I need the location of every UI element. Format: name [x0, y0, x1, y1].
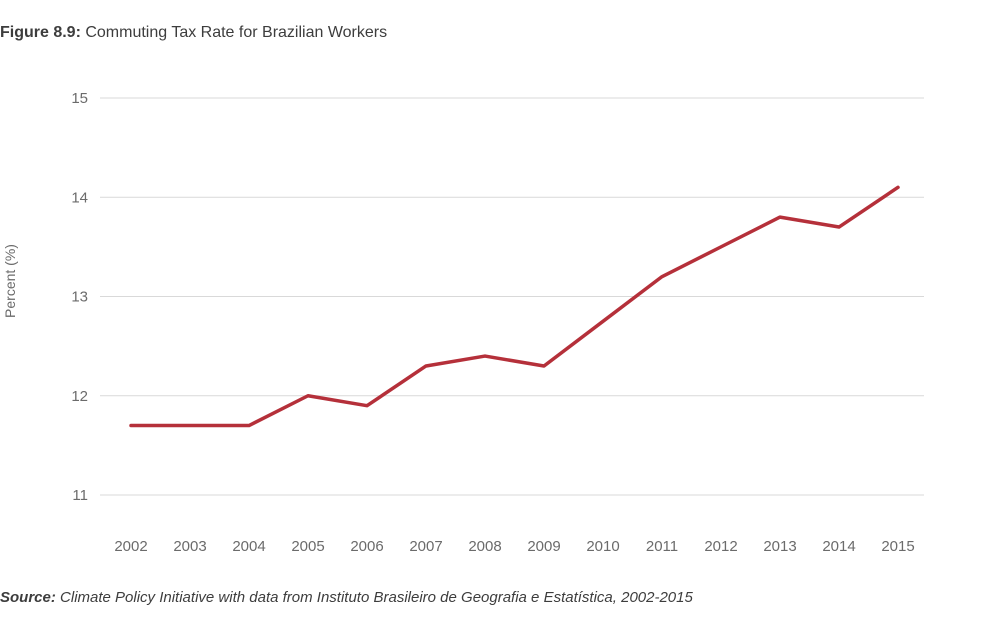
figure-title: Figure 8.9: Commuting Tax Rate for Brazi…	[0, 24, 387, 42]
x-tick-label: 2005	[291, 538, 324, 555]
series-layer	[129, 185, 900, 428]
source-label: Source:	[0, 589, 56, 606]
x-tick-label: 2002	[114, 538, 147, 555]
x-tick-label: 2003	[173, 538, 206, 555]
y-axis-ticks: 11 12 13 14 15	[71, 90, 88, 504]
figure-label: Figure 8.9:	[0, 24, 81, 41]
x-tick-label: 2013	[763, 538, 796, 555]
y-tick-label: 14	[71, 189, 88, 206]
gridlines	[100, 97, 924, 496]
y-tick-label: 13	[71, 289, 88, 306]
x-tick-label: 2014	[822, 538, 855, 555]
y-tick-label: 11	[72, 487, 88, 504]
x-axis-ticks: 2002 2003 2004 2005 2006 2007 2008 2009 2010 2011…	[114, 538, 914, 555]
source-note: Source: Climate Policy Initiative with d…	[0, 589, 693, 606]
y-tick-label: 12	[71, 388, 88, 405]
x-tick-label: 2007	[409, 538, 442, 555]
x-tick-label: 2015	[881, 538, 914, 555]
x-tick-label: 2011	[646, 538, 678, 555]
source-text: Climate Policy Initiative with data from…	[55, 589, 693, 606]
x-tick-label: 2006	[350, 538, 383, 555]
x-tick-label: 2004	[232, 538, 265, 555]
series-line	[129, 185, 900, 428]
x-tick-label: 2008	[468, 538, 501, 555]
y-tick-label: 15	[71, 90, 88, 107]
figure-title-text: Commuting Tax Rate for Brazilian Workers	[80, 24, 388, 41]
y-axis-label: Percent (%)	[2, 244, 18, 318]
x-tick-label: 2009	[527, 538, 560, 555]
x-tick-label: 2012	[704, 538, 737, 555]
x-tick-label: 2010	[586, 538, 619, 555]
